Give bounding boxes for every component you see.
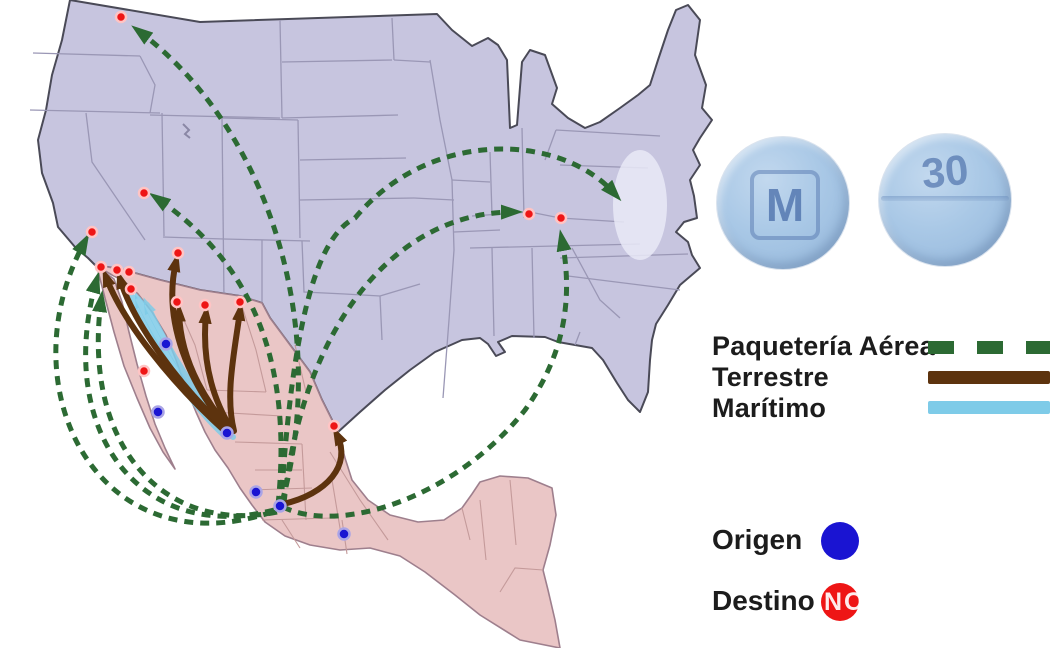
route-cdmx-to-seattle xyxy=(131,25,301,503)
origin-destination-points xyxy=(85,10,568,541)
route-culiacan-to-douglas xyxy=(198,304,235,433)
destination-point xyxy=(170,295,184,309)
mexico-landmass xyxy=(94,264,561,648)
route-cdmx-to-kentucky xyxy=(281,204,523,504)
route-culiacan-to-border-west-2 xyxy=(116,269,231,434)
us-state-borders xyxy=(29,17,689,399)
air-parcel-routes xyxy=(53,25,622,526)
destination-point xyxy=(522,207,536,221)
pill-m-imprint-border: M xyxy=(750,170,820,240)
route-cdmx-to-monterrey xyxy=(280,426,348,507)
origin-point xyxy=(220,426,234,440)
route-cdmx-to-tijuana-b xyxy=(92,290,278,519)
destination-point xyxy=(137,186,151,200)
legend-destino-dot xyxy=(821,583,859,621)
route-cdmx-to-virginia xyxy=(278,146,622,506)
destination-point xyxy=(233,295,247,309)
route-culiacan-to-nogales xyxy=(172,302,233,433)
origin-point xyxy=(273,499,287,513)
legend-label-destino: Destino xyxy=(712,585,815,616)
pill-m-photo: M xyxy=(717,137,849,269)
legend-label-maritimo: Marítimo xyxy=(712,393,827,423)
route-cdmx-to-tennessee-gulf-arc xyxy=(281,229,572,519)
great-salt-lake xyxy=(182,123,191,139)
watermark-text: NO xyxy=(824,588,866,616)
land-routes xyxy=(102,252,348,507)
destination-point xyxy=(327,419,341,433)
legend-label-origen: Origen xyxy=(712,524,803,555)
route-cdmx-to-los-angeles-sea-arc xyxy=(53,233,273,526)
destination-point xyxy=(110,263,124,277)
destination-point xyxy=(124,282,138,296)
route-culiacan-to-el-paso xyxy=(227,301,246,434)
destination-point xyxy=(122,265,136,279)
legend-swatch-terrestre-line xyxy=(928,371,1050,384)
pill-m-imprint: M xyxy=(765,179,805,231)
destination-point xyxy=(137,364,151,378)
route-cdmx-to-nevada xyxy=(148,192,284,506)
legend-label-paqueteria-aerea: Paquetería Aérea xyxy=(712,331,935,361)
legend-swatch-aerea-dashed-line xyxy=(928,341,1050,354)
east-coast-highlight xyxy=(613,150,667,260)
origin-point xyxy=(337,527,351,541)
destination-point xyxy=(171,246,185,260)
destination-point xyxy=(198,298,212,312)
origin-point xyxy=(249,485,263,499)
destination-point xyxy=(94,260,108,274)
destination-point xyxy=(114,10,128,24)
origin-point xyxy=(151,405,165,419)
destination-point xyxy=(554,211,568,225)
pill-score-line xyxy=(881,196,1009,201)
legend-swatch-maritimo-line xyxy=(928,401,1050,414)
destination-point xyxy=(85,225,99,239)
united-states-landmass xyxy=(29,0,713,433)
legend-origen-dot xyxy=(821,522,859,560)
legend-label-terrestre: Terrestre xyxy=(712,362,829,392)
pill-30-photo: 30 xyxy=(879,134,1011,266)
origin-point xyxy=(159,337,173,351)
